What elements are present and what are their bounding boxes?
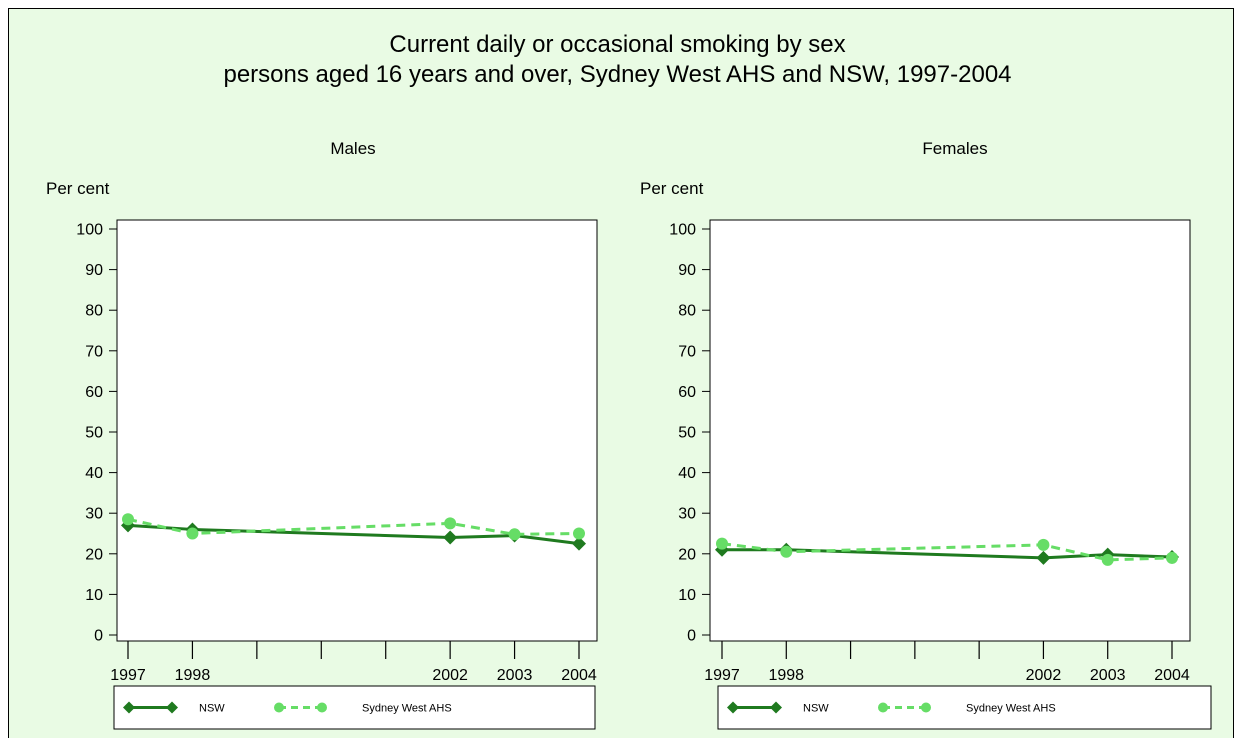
legend-marker-sydney-west-ahs [878,702,888,713]
chart-panel-females: Females Per cent 0 10 20 30 40 50 60 70 80 90 100 199… [640,139,1212,730]
legend-label-sydney-west-ahs: Sydney West AHS [966,703,1056,715]
legend-marker-sydney-west-ahs [921,702,931,713]
y-tick-label: 60 [85,384,103,401]
y-tick-label: 100 [76,222,103,239]
x-tick-label: 2004 [1154,667,1190,684]
y-tick-label: 20 [85,546,103,563]
x-tick-label: 1997 [704,667,740,684]
legend-marker-nsw [166,701,178,714]
legend-box [717,685,1212,730]
x-tick-label: 2002 [1026,667,1062,684]
y-tick-label: 50 [85,425,103,442]
data-point-sydney-west-ahs [1166,551,1178,564]
x-tick-label: 2003 [497,667,533,684]
x-tick-label: 2002 [432,667,468,684]
data-point-nsw [572,536,586,551]
y-tick-label: 50 [678,425,696,442]
legend-marker-sydney-west-ahs [317,702,327,713]
data-point-sydney-west-ahs [780,545,793,558]
y-tick-label: 0 [94,628,103,645]
chart-title-line2: persons aged 16 years and over, Sydney W… [223,61,1012,88]
chart-title-line1: Current daily or occasional smoking by s… [389,31,846,58]
chart-title: Current daily or occasional smoking by s… [0,30,1235,90]
y-axis-label: Per cent [46,179,110,198]
y-tick-label: 90 [678,262,696,279]
y-tick-label: 100 [669,222,696,239]
x-tick-label: 2003 [1090,667,1126,684]
y-tick-label: 30 [85,506,103,523]
data-point-sydney-west-ahs [508,528,521,541]
y-tick-label: 30 [678,506,696,523]
legend-marker-nsw [123,701,135,714]
panel-title: Females [922,139,987,158]
data-point-sydney-west-ahs [1101,553,1114,566]
x-tick-label: 2004 [561,667,597,684]
data-point-nsw [1036,550,1051,565]
legend-marker-sydney-west-ahs [274,702,284,713]
legend-label-nsw: NSW [199,703,225,715]
data-point-sydney-west-ahs [1037,538,1050,551]
chart-panel-males: Males Per cent 0 10 20 30 40 50 60 70 80 90 100 1997 1… [46,139,598,730]
y-tick-label: 90 [85,262,103,279]
legend: NSW Sydney West AHS [717,685,1212,730]
y-tick-label: 80 [85,303,103,320]
data-point-sydney-west-ahs [444,517,457,530]
data-point-sydney-west-ahs [186,527,199,540]
y-tick-label: 70 [85,343,103,360]
plot-area [116,219,598,642]
data-point-sydney-west-ahs [122,513,134,526]
y-axis-label: Per cent [640,179,704,198]
legend-box [113,685,596,730]
y-tick-label: 0 [687,628,696,645]
x-tick-label: 1997 [110,667,146,684]
data-point-sydney-west-ahs [716,537,728,550]
y-tick-label: 10 [85,587,103,604]
y-tick-label: 60 [678,384,696,401]
x-tick-label: 1998 [175,667,211,684]
plot-area [709,219,1191,642]
legend-label-nsw: NSW [803,703,829,715]
y-tick-label: 40 [85,465,103,482]
legend-marker-nsw [770,701,782,714]
y-tick-label: 40 [678,465,696,482]
data-point-nsw [443,530,458,545]
y-tick-label: 80 [678,303,696,320]
y-tick-label: 20 [678,546,696,563]
y-tick-label: 70 [678,343,696,360]
panel-title: Males [330,139,375,158]
y-tick-label: 10 [678,587,696,604]
legend-label-sydney-west-ahs: Sydney West AHS [362,703,452,715]
x-tick-label: 1998 [768,667,804,684]
legend-marker-nsw [727,701,739,714]
legend: NSW Sydney West AHS [113,685,596,730]
data-point-sydney-west-ahs [573,527,585,540]
